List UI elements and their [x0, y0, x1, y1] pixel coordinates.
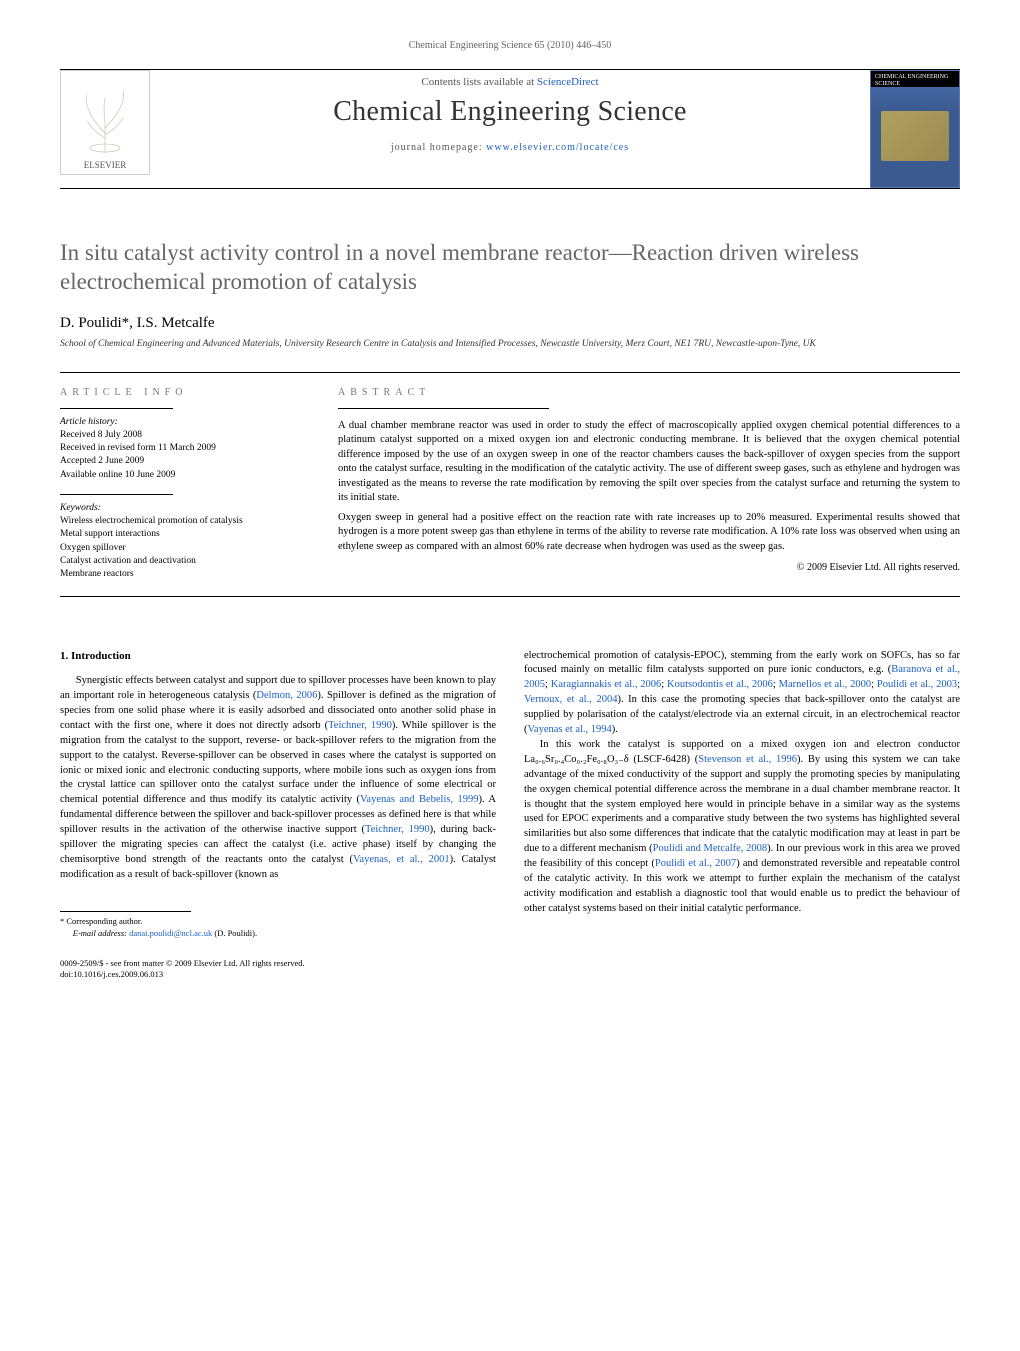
abstract-column: ABSTRACT A dual chamber membrane reactor… [338, 373, 960, 596]
citation-link[interactable]: Teichner, 1990 [365, 824, 430, 835]
citation-link[interactable]: Marnellos et al., 2000 [779, 679, 871, 690]
publisher-tree-icon [75, 83, 135, 160]
corresponding-email-link[interactable]: danai.poulidi@ncl.ac.uk [129, 928, 212, 938]
body-text: 1. Introduction Synergistic effects betw… [60, 649, 960, 982]
citation-link[interactable]: Vayenas et al., 1994 [528, 724, 612, 735]
journal-homepage-link[interactable]: www.elsevier.com/locate/ces [486, 142, 629, 153]
citation-link[interactable]: Stevenson et al., 1996 [698, 754, 797, 765]
publisher-logo: ELSEVIER [60, 70, 150, 175]
bottom-metadata: 0009-2509/$ - see front matter © 2009 El… [60, 958, 496, 982]
journal-title: Chemical Engineering Science [160, 96, 860, 128]
history-item: Received in revised form 11 March 2009 [60, 442, 310, 455]
journal-cover-thumbnail: CHEMICAL ENGINEERING SCIENCE [870, 70, 960, 188]
citation-link[interactable]: Poulidi et al., 2007 [655, 858, 736, 869]
email-owner: (D. Poulidi). [212, 928, 257, 938]
history-item: Available online 10 June 2009 [60, 469, 310, 482]
keyword: Membrane reactors [60, 568, 310, 581]
citation-link[interactable]: Karagiannakis et al., 2006 [551, 679, 662, 690]
abstract-paragraph: Oxygen sweep in general had a positive e… [338, 511, 960, 554]
keyword: Catalyst activation and deactivation [60, 555, 310, 568]
keywords-label: Keywords: [60, 503, 310, 513]
cover-title: CHEMICAL ENGINEERING SCIENCE [871, 71, 959, 87]
issn-line: 0009-2509/$ - see front matter © 2009 El… [60, 958, 496, 970]
citation-link[interactable]: Delmon, 2006 [256, 690, 317, 701]
citation-link[interactable]: Teichner, 1990 [328, 720, 392, 731]
keyword: Metal support interactions [60, 528, 310, 541]
body-column-right: electrochemical promotion of catalysis-E… [524, 649, 960, 982]
body-paragraph: electrochemical promotion of catalysis-E… [524, 649, 960, 738]
article-info-column: ARTICLE INFO Article history: Received 8… [60, 373, 310, 596]
publisher-name: ELSEVIER [84, 160, 127, 170]
homepage-line: journal homepage: www.elsevier.com/locat… [160, 142, 860, 153]
abstract-label: ABSTRACT [338, 387, 960, 398]
keyword: Oxygen spillover [60, 542, 310, 555]
email-label: E-mail address: [73, 928, 129, 938]
sciencedirect-link[interactable]: ScienceDirect [537, 76, 599, 88]
abstract-paragraph: A dual chamber membrane reactor was used… [338, 419, 960, 506]
body-column-left: 1. Introduction Synergistic effects betw… [60, 649, 496, 982]
citation-link[interactable]: Poulidi and Metcalfe, 2008 [653, 843, 767, 854]
doi-line: doi:10.1016/j.ces.2009.06.013 [60, 969, 496, 981]
citation-link[interactable]: Poulidi et al., 2003 [877, 679, 957, 690]
citation-link[interactable]: Vayenas, et al., 2001 [353, 854, 450, 865]
body-paragraph: Synergistic effects between catalyst and… [60, 674, 496, 883]
section-heading: 1. Introduction [60, 649, 496, 665]
authors: D. Poulidi*, I.S. Metcalfe [60, 315, 960, 332]
corresponding-author-label: * Corresponding author. [60, 916, 496, 928]
running-header: Chemical Engineering Science 65 (2010) 4… [60, 40, 960, 69]
history-item: Received 8 July 2008 [60, 429, 310, 442]
citation-link[interactable]: Vernoux, et al., 2004 [524, 694, 617, 705]
corresponding-author-footer: * Corresponding author. E-mail address: … [60, 911, 496, 940]
keyword: Wireless electrochemical promotion of ca… [60, 515, 310, 528]
history-item: Accepted 2 June 2009 [60, 455, 310, 468]
article-info-label: ARTICLE INFO [60, 387, 310, 398]
abstract-copyright: © 2009 Elsevier Ltd. All rights reserved… [338, 562, 960, 573]
citation-link[interactable]: Koutsodontis et al., 2006 [667, 679, 773, 690]
affiliation: School of Chemical Engineering and Advan… [60, 338, 960, 350]
body-paragraph: In this work the catalyst is supported o… [524, 738, 960, 917]
cover-art [881, 111, 949, 161]
masthead: ELSEVIER Contents lists available at Sci… [60, 69, 960, 189]
contents-line: Contents lists available at ScienceDirec… [160, 76, 860, 88]
history-label: Article history: [60, 417, 310, 427]
citation-link[interactable]: Vayenas and Bebelis, 1999 [360, 794, 478, 805]
article-title: In situ catalyst activity control in a n… [60, 239, 960, 297]
